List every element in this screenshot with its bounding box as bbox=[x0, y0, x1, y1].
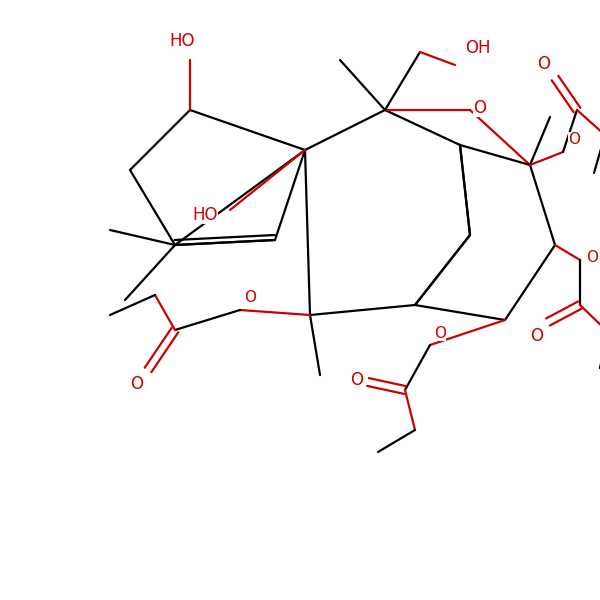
Text: O: O bbox=[537, 55, 550, 73]
Text: O: O bbox=[350, 371, 363, 389]
Text: O: O bbox=[568, 132, 580, 147]
Text: HO: HO bbox=[193, 206, 218, 224]
Text: O: O bbox=[244, 290, 256, 305]
Text: HO: HO bbox=[169, 32, 195, 50]
Text: O: O bbox=[130, 375, 143, 393]
Text: O: O bbox=[473, 99, 486, 117]
Text: O: O bbox=[586, 251, 598, 265]
Text: O: O bbox=[434, 326, 446, 341]
Text: O: O bbox=[530, 327, 543, 345]
Text: OH: OH bbox=[465, 39, 491, 57]
